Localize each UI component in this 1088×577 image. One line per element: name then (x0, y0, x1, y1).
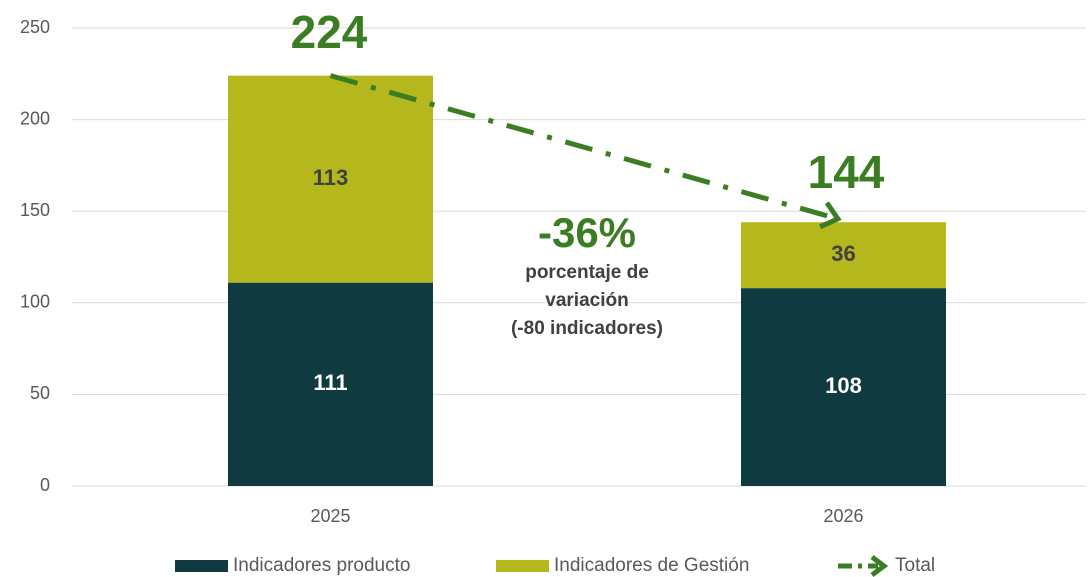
y-tick-label: 150 (20, 200, 50, 220)
legend-label: Total (895, 555, 935, 576)
legend-arrow (870, 555, 889, 577)
annotation-text: (-80 indicadores) (511, 318, 663, 339)
total-label: 144 (808, 146, 885, 198)
legend-swatch (175, 560, 228, 572)
annotation: -36% (538, 209, 636, 256)
bar (228, 75, 433, 283)
x-tick-label: 2026 (823, 506, 863, 526)
annotation-text: porcentaje de (525, 262, 649, 283)
y-tick-label: 50 (30, 383, 50, 403)
bar (228, 282, 433, 486)
bar (741, 288, 946, 486)
data-label: 113 (313, 165, 349, 190)
data-label: 111 (313, 370, 347, 395)
y-tick-label: 250 (20, 17, 50, 37)
y-tick-label: 100 (20, 292, 50, 312)
total-label: 224 (291, 6, 368, 58)
data-label: 36 (831, 241, 855, 266)
y-tick-label: 0 (40, 475, 50, 495)
legend-label: Indicadores producto (233, 555, 410, 576)
data-label: 108 (825, 373, 862, 398)
bar (741, 222, 946, 289)
x-tick-label: 2025 (310, 506, 350, 526)
legend-label: Indicadores de Gestión (554, 555, 749, 576)
annotation-text: variación (545, 290, 628, 311)
total-line (329, 73, 842, 230)
y-tick-label: 200 (20, 108, 50, 128)
legend-swatch (496, 560, 549, 572)
